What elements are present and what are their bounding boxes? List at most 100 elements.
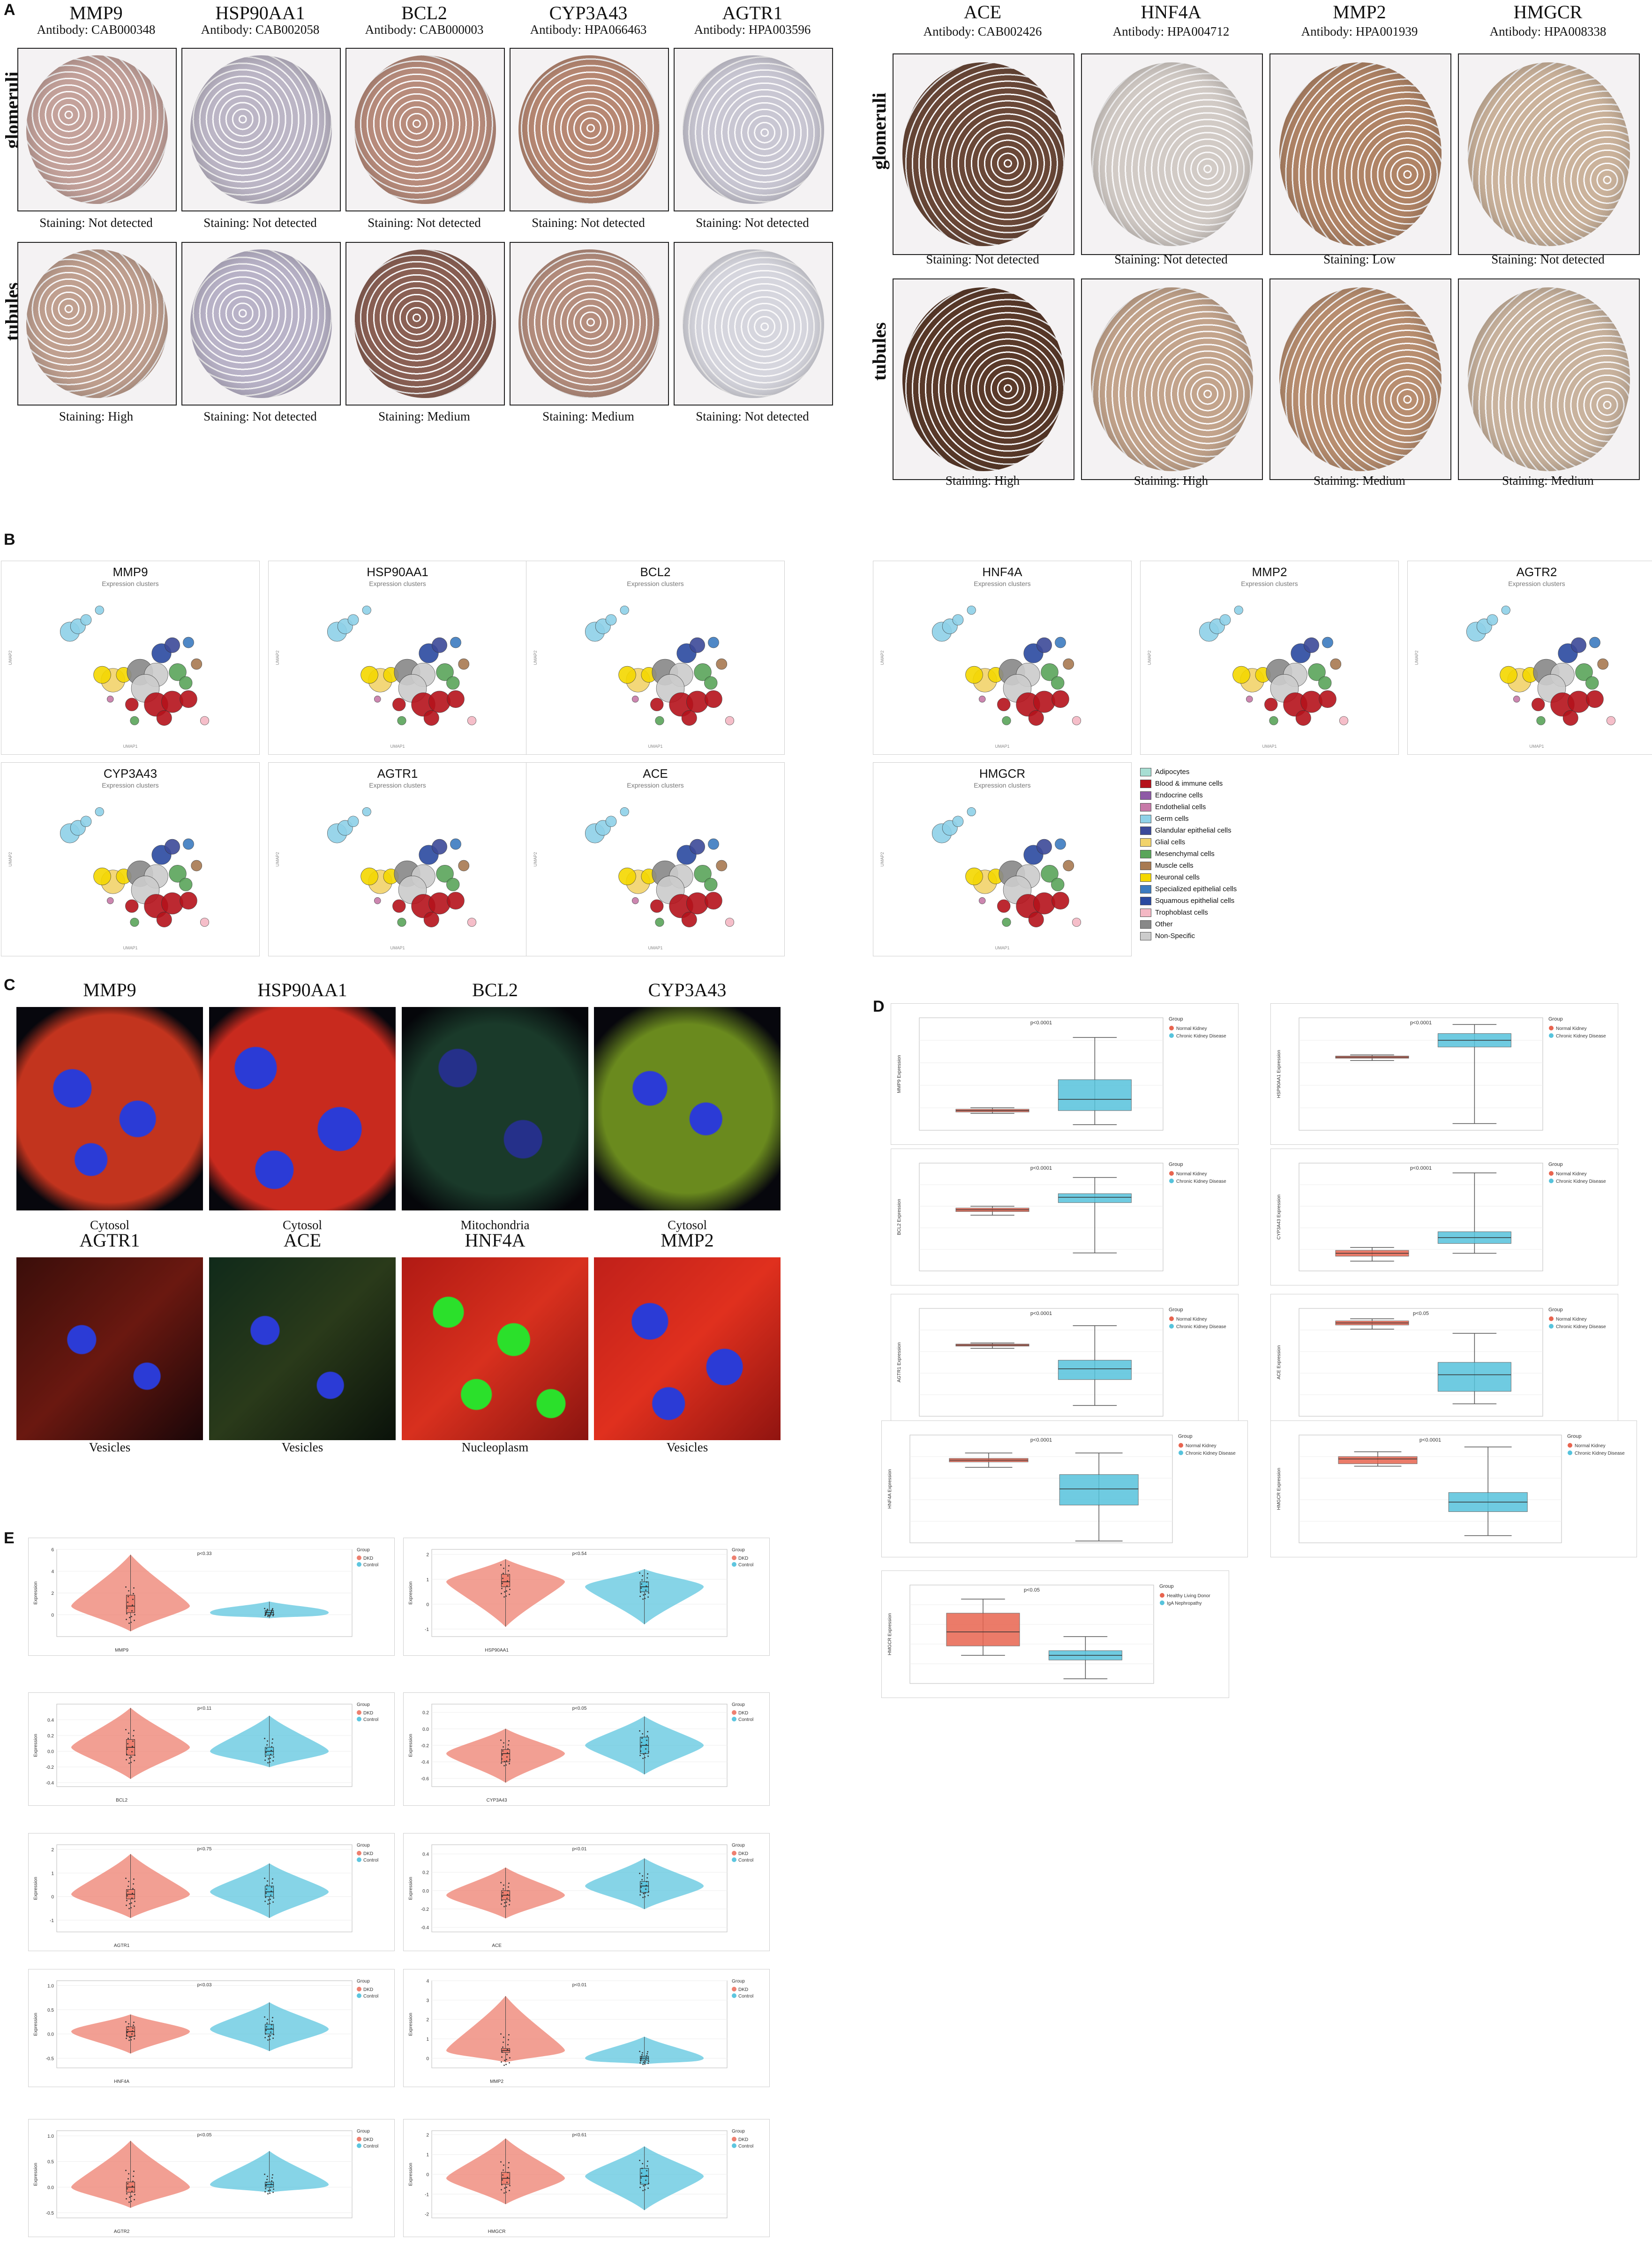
umap-ylabel: UMAP2 <box>533 650 538 665</box>
umap-cluster <box>997 899 1011 913</box>
umap-legend-item: Specialized epithelial cells <box>1140 883 1262 895</box>
umap-cluster <box>458 860 470 872</box>
plot-area <box>919 1017 1164 1131</box>
data-point <box>272 2037 274 2039</box>
data-point <box>645 1593 646 1595</box>
data-point <box>647 1873 648 1875</box>
umap-cluster <box>967 807 976 817</box>
legend-dot <box>1568 1450 1572 1455</box>
data-point <box>271 1742 273 1744</box>
y-axis-label: HMGCR Expression <box>1277 1468 1282 1510</box>
if-image-mmp2 <box>594 1257 781 1440</box>
legend-label: Control <box>363 2144 378 2149</box>
legend-swatch <box>1140 814 1151 823</box>
data-point <box>132 1599 134 1600</box>
data-point <box>642 2190 644 2192</box>
y-tick-label: 1.0 <box>47 1984 54 1989</box>
umap-cluster <box>1536 716 1546 725</box>
umap-cluster <box>1033 691 1055 713</box>
data-point <box>508 1570 509 1572</box>
x-axis-label: MMP2 <box>490 2079 503 2084</box>
data-point <box>270 1614 271 1616</box>
y-tick-label: -0.5 <box>46 2056 54 2061</box>
boxplot-1: p<0.0001 HSP90AA1 Expression Group Normal K… <box>1270 1003 1618 1145</box>
umap-cluster <box>1028 912 1044 927</box>
data-point <box>130 2201 132 2202</box>
data-point <box>640 2182 641 2184</box>
legend-dot <box>357 1993 361 1998</box>
data-point <box>504 2059 505 2061</box>
umap-cluster <box>1501 605 1510 615</box>
panel-d-label: D <box>873 998 885 1015</box>
umap-subtitle-hmgcr: Expression clusters <box>974 781 1031 789</box>
y-tick-label: 0 <box>426 1602 429 1608</box>
data-point <box>643 1753 644 1755</box>
data-point <box>127 2183 128 2185</box>
data-point <box>264 1615 266 1616</box>
if-gene-hsp90aa1: HSP90AA1 <box>257 979 347 1000</box>
data-point <box>646 1881 647 1883</box>
data-point <box>125 2021 127 2023</box>
legend-swatch <box>1140 908 1151 917</box>
umap-cluster <box>1234 605 1243 615</box>
data-point <box>134 1760 135 1761</box>
legend-title: Group <box>357 1702 370 1707</box>
data-point <box>270 2183 272 2185</box>
data-point <box>646 1877 648 1879</box>
legend-dot <box>732 1710 736 1715</box>
legend-label: DKD <box>363 1556 373 1561</box>
data-point <box>505 1905 507 1907</box>
data-point <box>128 1908 130 1909</box>
data-point <box>272 1901 274 1903</box>
legend-label: Control <box>363 1563 378 1568</box>
tissue-core <box>902 287 1065 471</box>
umap-cluster <box>686 691 708 713</box>
umap-cluster <box>694 865 712 883</box>
data-point <box>132 1740 134 1742</box>
data-point <box>270 2035 271 2036</box>
data-point <box>272 2174 273 2176</box>
umap-title-agtr1: AGTR1 <box>377 766 418 781</box>
data-point <box>131 1902 132 1904</box>
data-point <box>504 2187 505 2189</box>
legend-label: Trophoblast cells <box>1155 909 1208 917</box>
y-tick-label: -1 <box>425 1627 429 1632</box>
legend-title: Group <box>1548 1162 1563 1167</box>
umap-cluster <box>1532 698 1545 711</box>
umap-cluster <box>1002 917 1011 927</box>
box-normal-kidney <box>1338 1456 1418 1464</box>
x-axis-label: HSP90AA1 <box>485 1648 509 1653</box>
legend-title: Group <box>732 1548 745 1553</box>
ihc-image-hnf4a-tub <box>1081 278 1263 480</box>
y-tick-label: 4 <box>426 1979 429 1984</box>
data-point <box>642 1875 643 1877</box>
y-tick-label: 2 <box>51 1591 54 1596</box>
legend-dot <box>1549 1171 1554 1176</box>
data-point <box>265 1613 266 1615</box>
y-axis-label: HMGCR Expression <box>887 1613 893 1655</box>
umap-cluster <box>1041 865 1059 883</box>
y-axis-label: AGTR1 Expression <box>897 1342 902 1382</box>
data-point <box>267 1762 269 1764</box>
data-point <box>133 2171 135 2172</box>
legend-dot <box>1169 1179 1174 1183</box>
data-point <box>272 1608 273 1609</box>
data-point <box>644 1896 646 1898</box>
data-point <box>127 2188 128 2190</box>
data-point <box>273 1614 274 1615</box>
data-point <box>126 1753 128 1755</box>
data-point <box>266 2179 268 2180</box>
umap-cluster <box>93 867 111 886</box>
data-point <box>506 1590 507 1592</box>
data-point <box>501 1903 502 1905</box>
umap-cluster <box>605 614 617 626</box>
umap-legend-item: Muscle cells <box>1140 860 1262 872</box>
data-point <box>264 1608 265 1609</box>
data-point <box>131 2036 132 2038</box>
data-point <box>272 2191 274 2193</box>
legend-label: Normal Kidney <box>1176 1172 1207 1177</box>
data-point <box>502 1895 503 1897</box>
umap-cluster <box>450 838 461 850</box>
data-point <box>272 1615 274 1616</box>
data-point <box>647 1596 649 1598</box>
